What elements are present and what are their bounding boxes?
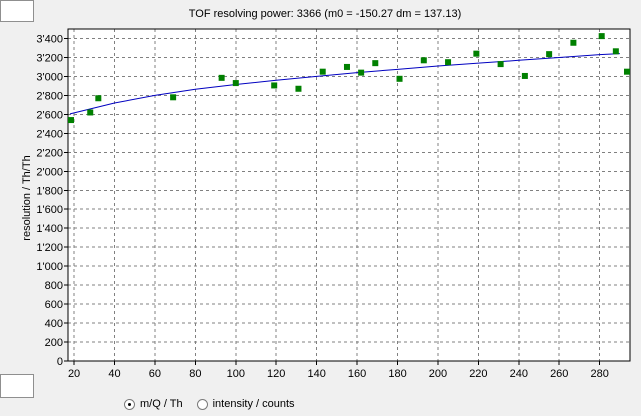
data-point: [95, 95, 102, 102]
y-tick-label: 1'400: [36, 223, 63, 235]
x-tick-labels: 20 40 60 80 100 120 140 160 180 200 220 240 260 280: [68, 368, 609, 380]
data-point: [546, 51, 553, 58]
data-point: [497, 61, 504, 68]
y-tick-label: 3'400: [36, 33, 63, 45]
y-tick-label: 3'000: [36, 71, 63, 83]
y-tick-label: 600: [45, 299, 63, 311]
data-point: [319, 68, 326, 75]
y-tick-label: 2'200: [36, 147, 63, 159]
data-point: [218, 74, 225, 81]
data-point: [170, 94, 177, 101]
radio-mq-label[interactable]: m/Q / Th: [140, 398, 183, 410]
x-tick-label: 80: [189, 368, 201, 380]
data-points: [68, 33, 630, 124]
y-tick-label: 1'000: [36, 261, 63, 273]
data-point: [570, 39, 577, 46]
y-tick-label: 1'200: [36, 242, 63, 254]
x-tick-label: 120: [267, 368, 285, 380]
data-point: [232, 80, 239, 87]
x-tick-label: 60: [149, 368, 161, 380]
x-tick-label: 40: [108, 368, 120, 380]
radio-mq[interactable]: [124, 398, 135, 410]
axes: [64, 28, 631, 365]
data-point: [271, 82, 278, 89]
data-point: [295, 85, 302, 92]
data-point: [598, 33, 605, 40]
x-tick-label: 280: [590, 368, 608, 380]
bottom-left-empty-box[interactable]: [0, 374, 34, 398]
y-tick-label: 800: [45, 280, 63, 292]
data-point: [343, 63, 350, 70]
fit-line-layer: [69, 53, 620, 115]
x-tick-label: 260: [550, 368, 568, 380]
grid-lines: [68, 29, 630, 362]
y-tick-label: 2'800: [36, 90, 63, 102]
y-tick-label: 2'400: [36, 128, 63, 140]
top-left-empty-box[interactable]: [0, 0, 34, 22]
x-tick-label: 20: [68, 368, 80, 380]
x-tick-label: 180: [388, 368, 406, 380]
y-tick-label: 200: [45, 337, 63, 349]
x-tick-label: 100: [227, 368, 245, 380]
radio-intensity[interactable]: [196, 398, 208, 410]
chart-title: TOF resolving power: 3366 (m0 = -150.27 …: [189, 8, 462, 20]
data-point: [87, 109, 94, 116]
data-point: [624, 68, 630, 75]
plot-area: [68, 29, 630, 361]
data-point: [473, 50, 480, 57]
data-point: [358, 69, 365, 76]
y-tick-label: 400: [45, 318, 63, 330]
y-tick-label: 1'800: [36, 185, 63, 197]
y-tick-label: 1'600: [36, 204, 63, 216]
radio-intensity-label[interactable]: intensity / counts: [212, 398, 295, 410]
x-tick-label: 160: [348, 368, 366, 380]
x-axis-mode-selector: m/Q / Th intensity / counts: [124, 397, 309, 411]
y-tick-label: 0: [57, 356, 63, 368]
data-point: [68, 117, 74, 124]
y-tick-label: 2'600: [36, 109, 63, 121]
data-point: [396, 75, 403, 82]
data-point: [445, 59, 452, 66]
data-point: [420, 57, 427, 64]
plot-border: [67, 28, 631, 362]
x-tick-label: 240: [510, 368, 528, 380]
data-point: [521, 72, 528, 79]
x-tick-label: 220: [469, 368, 487, 380]
y-tick-label: 2'000: [36, 166, 63, 178]
y-tick-label: 3'200: [36, 52, 63, 64]
fit-line: [69, 53, 620, 115]
x-tick-label: 140: [307, 368, 325, 380]
y-axis-label: resolution / Th/Th: [21, 155, 33, 240]
x-tick-label: 200: [429, 368, 447, 380]
y-tick-labels: 0 200 400 600 800 1'000 1'200 1'400 1'600 1'800 2'…: [36, 33, 63, 368]
data-point: [372, 60, 379, 67]
data-point: [612, 48, 619, 55]
